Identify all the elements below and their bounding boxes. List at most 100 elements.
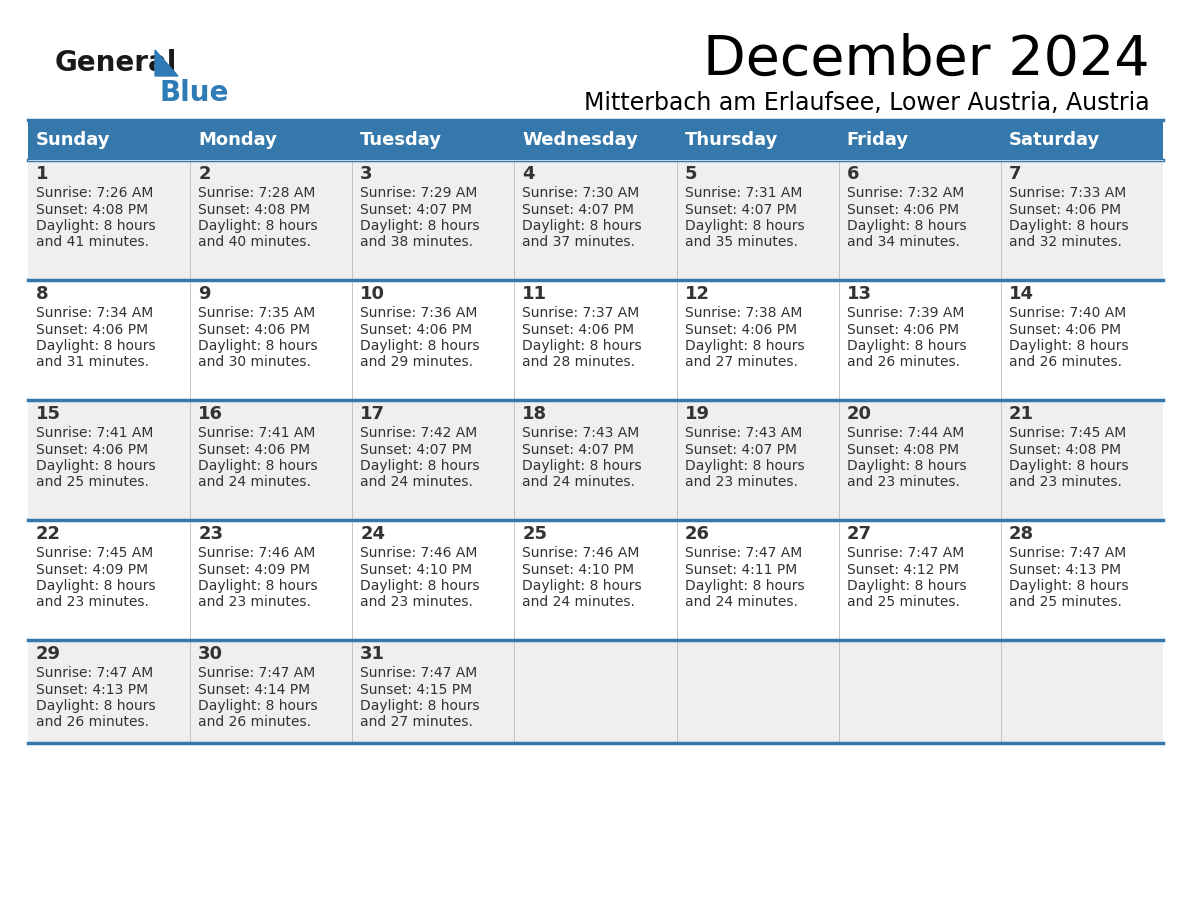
Text: Daylight: 8 hours: Daylight: 8 hours (1009, 219, 1129, 233)
Text: 19: 19 (684, 405, 709, 423)
Text: Daylight: 8 hours: Daylight: 8 hours (847, 339, 966, 353)
Text: Daylight: 8 hours: Daylight: 8 hours (684, 459, 804, 473)
Text: Daylight: 8 hours: Daylight: 8 hours (847, 459, 966, 473)
Text: Sunrise: 7:33 AM: Sunrise: 7:33 AM (1009, 186, 1126, 200)
Text: Sunrise: 7:36 AM: Sunrise: 7:36 AM (360, 306, 478, 320)
Text: Daylight: 8 hours: Daylight: 8 hours (198, 339, 317, 353)
Text: and 32 minutes.: and 32 minutes. (1009, 236, 1121, 250)
Text: Sunrise: 7:42 AM: Sunrise: 7:42 AM (360, 426, 478, 440)
Text: Sunset: 4:14 PM: Sunset: 4:14 PM (198, 682, 310, 697)
Text: Sunset: 4:08 PM: Sunset: 4:08 PM (36, 203, 148, 217)
Text: Sunrise: 7:46 AM: Sunrise: 7:46 AM (198, 546, 316, 560)
Text: 15: 15 (36, 405, 61, 423)
Text: Sunrise: 7:41 AM: Sunrise: 7:41 AM (198, 426, 316, 440)
Text: 12: 12 (684, 285, 709, 303)
Text: and 26 minutes.: and 26 minutes. (847, 355, 960, 370)
Bar (29, 640, 1163, 743)
Text: 4: 4 (523, 165, 535, 183)
Text: Sunrise: 7:43 AM: Sunrise: 7:43 AM (684, 426, 802, 440)
Text: 28: 28 (1009, 525, 1034, 543)
Text: Sunrise: 7:28 AM: Sunrise: 7:28 AM (198, 186, 316, 200)
Text: Sunrise: 7:41 AM: Sunrise: 7:41 AM (36, 426, 153, 440)
Text: and 24 minutes.: and 24 minutes. (523, 596, 636, 610)
Text: Daylight: 8 hours: Daylight: 8 hours (36, 219, 156, 233)
Text: and 37 minutes.: and 37 minutes. (523, 236, 636, 250)
Text: Sunset: 4:10 PM: Sunset: 4:10 PM (360, 563, 473, 577)
Text: Sunrise: 7:47 AM: Sunrise: 7:47 AM (1009, 546, 1126, 560)
Text: 14: 14 (1009, 285, 1034, 303)
Text: and 35 minutes.: and 35 minutes. (684, 236, 797, 250)
Text: 20: 20 (847, 405, 872, 423)
Text: Sunrise: 7:30 AM: Sunrise: 7:30 AM (523, 186, 639, 200)
Text: Sunset: 4:15 PM: Sunset: 4:15 PM (360, 682, 473, 697)
Text: General: General (55, 49, 177, 77)
Text: Blue: Blue (160, 79, 229, 107)
Text: Daylight: 8 hours: Daylight: 8 hours (360, 699, 480, 713)
Text: and 34 minutes.: and 34 minutes. (847, 236, 960, 250)
Text: 31: 31 (360, 645, 385, 663)
Text: Sunrise: 7:45 AM: Sunrise: 7:45 AM (36, 546, 153, 560)
Text: Sunset: 4:06 PM: Sunset: 4:06 PM (360, 322, 473, 337)
Text: and 27 minutes.: and 27 minutes. (360, 715, 473, 730)
Text: Daylight: 8 hours: Daylight: 8 hours (1009, 339, 1129, 353)
Text: and 26 minutes.: and 26 minutes. (36, 715, 148, 730)
Text: and 24 minutes.: and 24 minutes. (523, 476, 636, 489)
Text: 13: 13 (847, 285, 872, 303)
Text: Sunset: 4:06 PM: Sunset: 4:06 PM (684, 322, 797, 337)
Text: Sunset: 4:09 PM: Sunset: 4:09 PM (36, 563, 148, 577)
Text: Daylight: 8 hours: Daylight: 8 hours (684, 219, 804, 233)
Polygon shape (154, 50, 178, 76)
Text: and 24 minutes.: and 24 minutes. (198, 476, 311, 489)
Text: and 27 minutes.: and 27 minutes. (684, 355, 797, 370)
Text: Daylight: 8 hours: Daylight: 8 hours (1009, 579, 1129, 593)
Text: Sunset: 4:07 PM: Sunset: 4:07 PM (684, 203, 797, 217)
Text: Sunrise: 7:32 AM: Sunrise: 7:32 AM (847, 186, 963, 200)
Text: and 24 minutes.: and 24 minutes. (360, 476, 473, 489)
Text: Wednesday: Wednesday (523, 131, 638, 149)
Text: Sunrise: 7:45 AM: Sunrise: 7:45 AM (1009, 426, 1126, 440)
Text: Sunrise: 7:46 AM: Sunrise: 7:46 AM (523, 546, 640, 560)
Text: 6: 6 (847, 165, 859, 183)
Text: Sunset: 4:06 PM: Sunset: 4:06 PM (198, 442, 310, 456)
Text: Daylight: 8 hours: Daylight: 8 hours (523, 339, 642, 353)
Text: Sunrise: 7:40 AM: Sunrise: 7:40 AM (1009, 306, 1126, 320)
Text: and 23 minutes.: and 23 minutes. (1009, 476, 1121, 489)
Bar (29, 160, 1163, 280)
Text: and 41 minutes.: and 41 minutes. (36, 236, 148, 250)
Text: Sunrise: 7:47 AM: Sunrise: 7:47 AM (684, 546, 802, 560)
Text: Daylight: 8 hours: Daylight: 8 hours (684, 579, 804, 593)
Text: Sunset: 4:08 PM: Sunset: 4:08 PM (198, 203, 310, 217)
Text: 18: 18 (523, 405, 548, 423)
Text: Sunrise: 7:47 AM: Sunrise: 7:47 AM (847, 546, 963, 560)
Text: 11: 11 (523, 285, 548, 303)
Text: Daylight: 8 hours: Daylight: 8 hours (847, 219, 966, 233)
Text: 24: 24 (360, 525, 385, 543)
Text: Sunrise: 7:44 AM: Sunrise: 7:44 AM (847, 426, 963, 440)
Text: and 23 minutes.: and 23 minutes. (360, 596, 473, 610)
Text: Daylight: 8 hours: Daylight: 8 hours (360, 459, 480, 473)
Text: 21: 21 (1009, 405, 1034, 423)
Text: Sunset: 4:13 PM: Sunset: 4:13 PM (36, 682, 148, 697)
Text: Daylight: 8 hours: Daylight: 8 hours (360, 579, 480, 593)
Text: Daylight: 8 hours: Daylight: 8 hours (847, 579, 966, 593)
Text: Daylight: 8 hours: Daylight: 8 hours (36, 699, 156, 713)
Text: Sunrise: 7:39 AM: Sunrise: 7:39 AM (847, 306, 965, 320)
Text: 7: 7 (1009, 165, 1022, 183)
Text: Daylight: 8 hours: Daylight: 8 hours (198, 459, 317, 473)
Text: 8: 8 (36, 285, 49, 303)
Text: and 26 minutes.: and 26 minutes. (1009, 355, 1121, 370)
Text: Daylight: 8 hours: Daylight: 8 hours (684, 339, 804, 353)
Text: Sunset: 4:09 PM: Sunset: 4:09 PM (198, 563, 310, 577)
Text: Sunset: 4:06 PM: Sunset: 4:06 PM (1009, 322, 1121, 337)
Text: 10: 10 (360, 285, 385, 303)
Text: Daylight: 8 hours: Daylight: 8 hours (523, 459, 642, 473)
Text: Sunrise: 7:37 AM: Sunrise: 7:37 AM (523, 306, 639, 320)
Text: Sunrise: 7:46 AM: Sunrise: 7:46 AM (360, 546, 478, 560)
Text: and 26 minutes.: and 26 minutes. (198, 715, 311, 730)
Text: Sunset: 4:11 PM: Sunset: 4:11 PM (684, 563, 797, 577)
Text: Sunset: 4:06 PM: Sunset: 4:06 PM (36, 442, 148, 456)
Text: and 30 minutes.: and 30 minutes. (198, 355, 311, 370)
Text: and 25 minutes.: and 25 minutes. (847, 596, 960, 610)
Bar (29, 520, 1163, 640)
Text: Daylight: 8 hours: Daylight: 8 hours (36, 339, 156, 353)
